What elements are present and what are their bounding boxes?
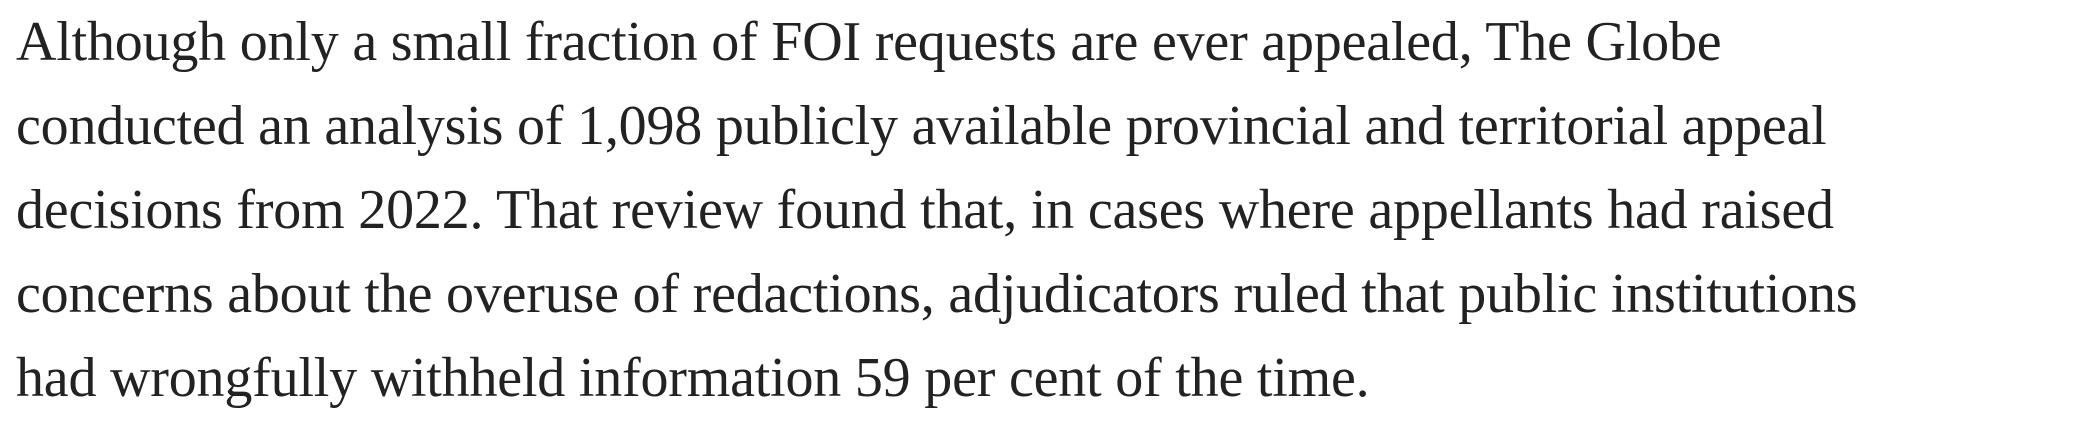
- paragraph-line-3: decisions from 2022. That review found t…: [16, 179, 1834, 241]
- paragraph-line-2: conducted an analysis of 1,098 publicly …: [16, 95, 1827, 157]
- paragraph-line-5: had wrongfully withheld information 59 p…: [16, 347, 1370, 409]
- article-body: Although only a small fraction of FOI re…: [16, 0, 2096, 420]
- article-paragraph: Although only a small fraction of FOI re…: [16, 0, 2096, 420]
- paragraph-line-4: concerns about the overuse of redactions…: [16, 263, 1858, 325]
- paragraph-line-1: Although only a small fraction of FOI re…: [16, 11, 1722, 73]
